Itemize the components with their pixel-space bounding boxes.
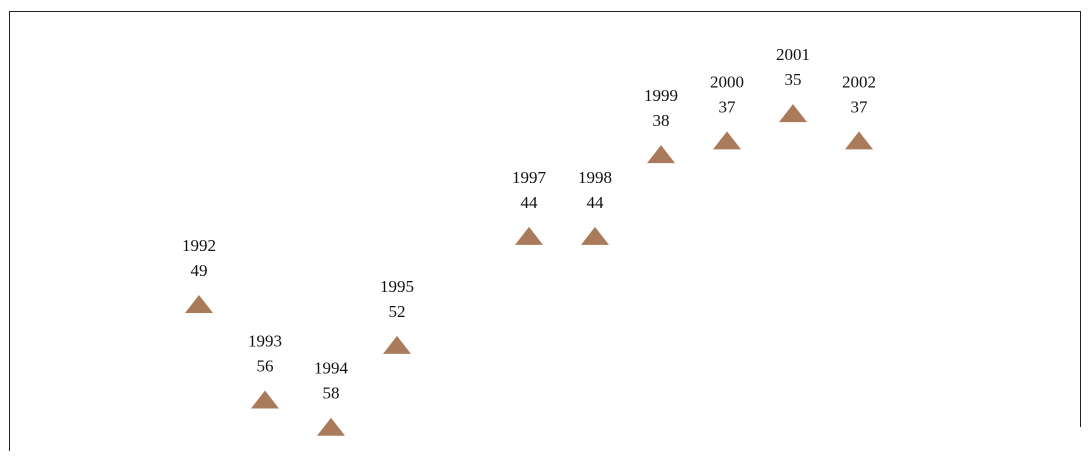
frame — [9, 11, 1081, 451]
point-year-label: 2000 — [710, 72, 744, 91]
point-year-label: 1994 — [314, 359, 349, 378]
marker — [581, 226, 609, 245]
point-year-label: 1993 — [248, 331, 282, 350]
marker — [383, 335, 411, 354]
point-value-label: 35 — [785, 70, 802, 89]
point-value-label: 37 — [719, 97, 737, 116]
marker — [515, 226, 543, 245]
point-year-label: 1999 — [644, 86, 678, 105]
point-year-label: 2001 — [776, 45, 810, 64]
marker — [647, 145, 675, 164]
point-year-label: 2002 — [842, 72, 876, 91]
marker — [251, 390, 279, 409]
marker — [845, 131, 873, 150]
marker — [713, 131, 741, 150]
point-year-label: 1997 — [512, 168, 547, 187]
point-value-label: 49 — [191, 261, 208, 280]
point-value-label: 44 — [521, 193, 539, 212]
marker — [317, 417, 345, 436]
point-year-label: 1998 — [578, 168, 612, 187]
point-value-label: 44 — [587, 193, 605, 212]
point-value-label: 38 — [653, 111, 670, 130]
point-value-label: 58 — [323, 384, 340, 403]
point-year-label: 1995 — [380, 277, 414, 296]
marker — [779, 104, 807, 123]
point-value-label: 37 — [851, 97, 869, 116]
point-value-label: 56 — [257, 356, 274, 375]
point-year-label: 1992 — [182, 236, 216, 255]
point-value-label: 52 — [389, 302, 406, 321]
marker — [185, 295, 213, 314]
